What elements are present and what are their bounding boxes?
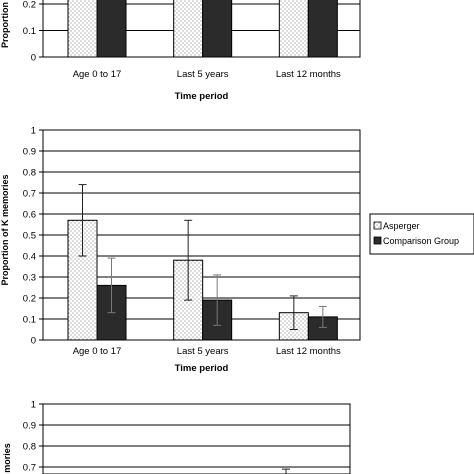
- bar: [278, 0, 309, 58]
- y-axis-title: mories: [2, 443, 12, 473]
- x-tick-label: Last 12 months: [276, 346, 341, 357]
- y-tick-label: 0.2: [23, 0, 36, 11]
- y-axis-title: Proportion of K memories: [0, 174, 10, 285]
- legend-box: [369, 213, 474, 255]
- x-tick-label: Last 12 months: [276, 69, 341, 80]
- chart-panel-1: 0 0.1 0.2 Age 0 to 17 Last 5 years Last 12 mo…: [0, 0, 361, 102]
- x-tick-label: Last 5 years: [177, 69, 229, 80]
- y-tick-label: 0.1: [23, 315, 36, 326]
- y-tick-label: 0.9: [23, 147, 36, 158]
- bar: [67, 0, 98, 58]
- y-tick-label: 0: [31, 336, 36, 347]
- bar: [96, 0, 127, 58]
- chart-panel-3: 0.7 0.8 0.9 1 mories: [2, 400, 351, 474]
- legend: Asperger Comparison Group: [369, 213, 474, 255]
- bar: [307, 0, 338, 58]
- y-tick-label: 0.9: [23, 421, 36, 432]
- y-tick-label: 0.5: [23, 231, 36, 242]
- y-tick-label: 0.2: [23, 294, 36, 305]
- x-tick-label: Last 5 years: [177, 346, 229, 357]
- y-tick-label: 0.8: [23, 442, 36, 453]
- legend-swatch: [373, 221, 382, 230]
- bar: [173, 0, 204, 58]
- y-tick-label: 0.4: [23, 252, 36, 263]
- legend-label: Asperger: [383, 221, 420, 231]
- y-tick-label: 0.7: [23, 463, 36, 474]
- y-tick-label: 1: [31, 126, 36, 137]
- y-tick-label: 0.7: [23, 189, 36, 200]
- y-axis-title: Proportion: [0, 2, 10, 48]
- x-tick-label: Age 0 to 17: [73, 346, 122, 357]
- legend-label: Comparison Group: [383, 236, 459, 246]
- chart-panel-2: 0 0.1 0.2 0.3 0.4 0.5 0.6 0.7 0.8 0.9 1 Age 0 to 17…: [0, 126, 474, 374]
- plot-area: [42, 403, 351, 474]
- y-tick-label: 0.8: [23, 168, 36, 179]
- y-tick-label: 0: [31, 53, 36, 64]
- y-tick-label: 1: [31, 400, 36, 411]
- x-tick-label: Age 0 to 17: [73, 69, 122, 80]
- y-tick-label: 0.6: [23, 210, 36, 221]
- legend-swatch: [373, 236, 382, 245]
- y-tick-label: 0.1: [23, 26, 36, 37]
- y-tick-label: 0.3: [23, 273, 36, 284]
- x-axis-title: Time period: [175, 91, 229, 102]
- bar: [202, 0, 233, 58]
- x-axis-title: Time period: [175, 363, 229, 374]
